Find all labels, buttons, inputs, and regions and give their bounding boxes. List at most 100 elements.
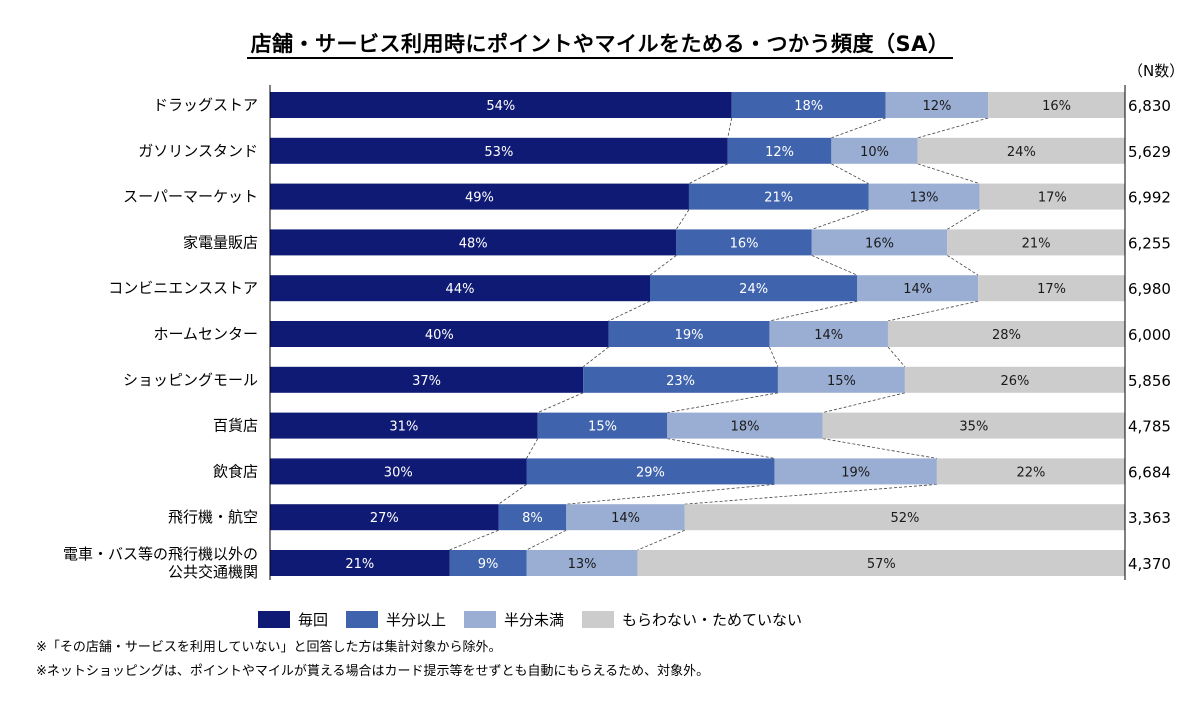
bar-value-label: 8% xyxy=(522,511,543,526)
bar-value-label: 35% xyxy=(959,420,988,435)
bar-value-label: 19% xyxy=(841,465,870,480)
connector-line xyxy=(822,392,905,413)
connector-line xyxy=(727,117,733,138)
bar-segment xyxy=(498,504,567,531)
connector-line xyxy=(822,438,937,459)
connector-line xyxy=(688,163,728,184)
legend-label: 毎回 xyxy=(298,611,329,629)
category-label: 飛行機・航空 xyxy=(168,508,258,526)
bar-segment xyxy=(978,275,1125,302)
connector-line xyxy=(811,255,858,276)
chart-title: 店舗・サービス利用時にポイントやマイルをためる・つかう頻度（SA） xyxy=(0,28,1200,59)
bar-segment xyxy=(774,458,937,485)
connector-line xyxy=(917,117,989,139)
bar-value-label: 28% xyxy=(992,328,1021,343)
bar-segment xyxy=(857,275,979,302)
bar-value-label: 52% xyxy=(890,511,919,526)
connector-line xyxy=(887,300,979,322)
category-label: ホームセンター xyxy=(153,325,258,343)
connector-line xyxy=(608,300,651,322)
bar-value-label: 29% xyxy=(636,465,665,480)
connector-line xyxy=(667,438,775,459)
n-count-label: 6,992 xyxy=(1128,189,1171,207)
labels: 54% 18% 12% 16% ドラッグストア 6,830 53% 12% 10% 24% ガソリン… xyxy=(63,96,1171,581)
bar-segment xyxy=(831,137,918,164)
connector-line xyxy=(947,209,980,230)
category-label: 百貨店 xyxy=(213,417,258,435)
legend-label: 半分以上 xyxy=(386,611,447,629)
bar-segment xyxy=(270,137,728,164)
connector-line xyxy=(449,529,499,551)
connector-line xyxy=(675,209,690,230)
bar-value-label: 17% xyxy=(1038,191,1067,206)
legend-item-less-than-half: 半分未満 xyxy=(464,609,564,630)
bar-segment xyxy=(979,183,1125,210)
bar-segment xyxy=(270,229,677,256)
bar-segment xyxy=(988,92,1125,118)
bar-segment xyxy=(887,321,1125,347)
bar-segment xyxy=(676,229,812,256)
connector-line xyxy=(637,529,685,551)
bar-segment xyxy=(822,412,1125,439)
legend-item-every-time: 毎回 xyxy=(258,609,328,630)
legend-item-half-or-more: 半分以上 xyxy=(346,609,446,630)
n-count-label: 6,255 xyxy=(1128,234,1171,252)
connector-line xyxy=(811,209,869,230)
stacked-bar-chart: 54% 18% 12% 16% ドラッグストア 6,830 53% 12% 10% 24% ガソリン… xyxy=(63,85,1171,581)
connector-line xyxy=(498,484,527,505)
bar-segment xyxy=(526,458,775,485)
category-label: 電車・バス等の飛行機以外の公共交通機関 xyxy=(63,545,258,581)
category-label: スーパーマーケット xyxy=(123,188,258,206)
connector-line xyxy=(831,117,886,139)
bar-segment xyxy=(885,92,989,118)
connector-line xyxy=(526,438,539,459)
connector-line xyxy=(526,529,567,551)
bar-value-label: 26% xyxy=(1000,374,1029,389)
bar-value-label: 40% xyxy=(425,328,454,343)
legend-label: もらわない・ためていない xyxy=(622,611,803,629)
bar-segment xyxy=(270,92,732,118)
category-label: ドラッグストア xyxy=(153,96,258,114)
bar-value-label: 15% xyxy=(827,374,856,389)
bar-segment xyxy=(811,229,948,256)
bar-value-label: 44% xyxy=(446,282,475,297)
bar-segment xyxy=(270,412,538,439)
bar-value-label: 16% xyxy=(1042,99,1071,114)
connector-line xyxy=(684,484,937,505)
bar-segment xyxy=(917,137,1125,164)
bar-value-label: 17% xyxy=(1037,282,1066,297)
n-count-label: 5,856 xyxy=(1128,372,1171,390)
legend-item-not-collecting: もらわない・ためていない xyxy=(582,609,802,630)
category-label: 家電量販店 xyxy=(183,233,258,251)
bar-value-label: 12% xyxy=(922,99,951,114)
n-count-label: 6,980 xyxy=(1128,280,1171,298)
n-count-label: 4,370 xyxy=(1128,555,1171,573)
bar-segment xyxy=(727,137,832,164)
bar-value-label: 54% xyxy=(486,99,515,114)
bar-value-label: 14% xyxy=(611,511,640,526)
bar-value-label: 18% xyxy=(794,99,823,114)
connector-line xyxy=(649,255,677,276)
bar-value-label: 10% xyxy=(860,145,889,160)
legend-swatch xyxy=(464,611,497,628)
bar-value-label: 14% xyxy=(903,282,932,297)
bar-segment xyxy=(270,366,584,393)
bar-value-label: 31% xyxy=(389,420,418,435)
connector-line xyxy=(566,484,775,505)
bar-value-label: 9% xyxy=(478,557,499,572)
n-count-label: 6,000 xyxy=(1128,326,1171,344)
n-count-label: 3,363 xyxy=(1128,509,1171,527)
bar-segment xyxy=(270,458,527,485)
connector-line xyxy=(667,392,778,413)
bar-segment xyxy=(537,412,668,439)
bar-value-label: 53% xyxy=(484,145,513,160)
n-count-label: 6,684 xyxy=(1128,463,1171,481)
bar-segment xyxy=(270,275,650,302)
bar-value-label: 14% xyxy=(814,328,843,343)
bar-value-label: 21% xyxy=(1022,236,1051,251)
connector-lines xyxy=(449,117,989,551)
bar-value-label: 15% xyxy=(588,420,617,435)
bar-segment xyxy=(526,550,638,576)
legend-swatch xyxy=(582,611,615,628)
bar-segment xyxy=(667,412,823,439)
